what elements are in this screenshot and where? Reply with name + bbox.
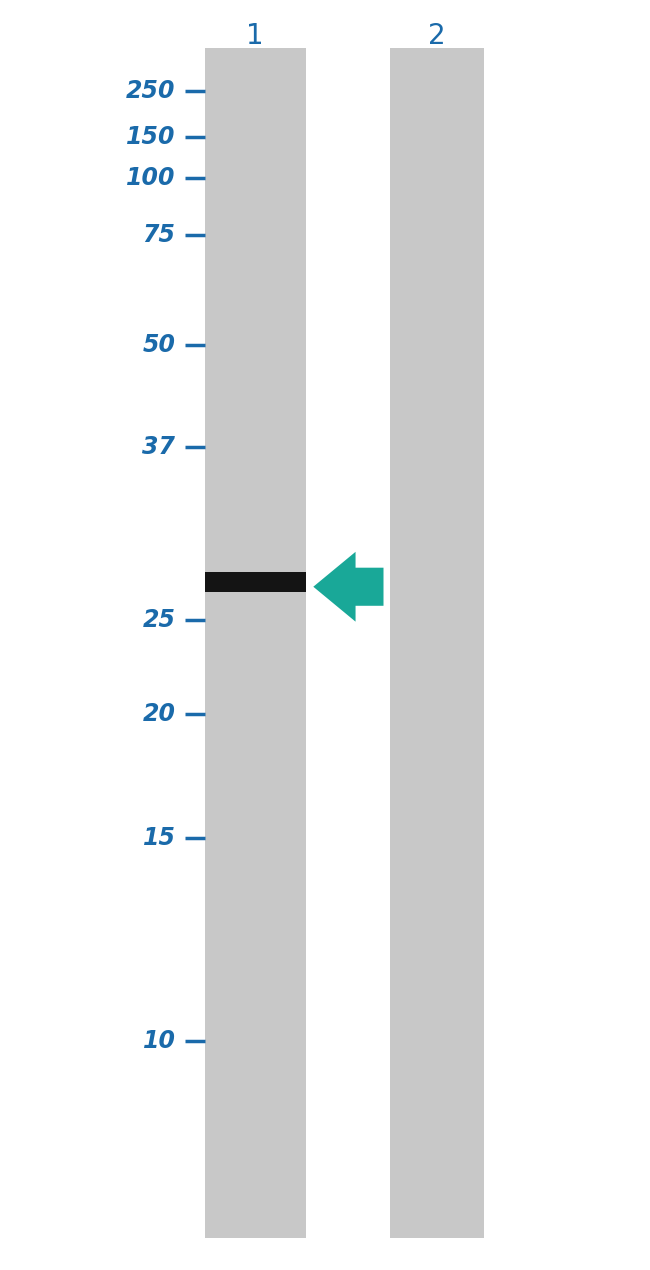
Text: 75: 75	[142, 224, 176, 246]
Text: 1: 1	[246, 22, 264, 50]
Text: 2: 2	[428, 22, 446, 50]
FancyArrow shape	[313, 551, 384, 621]
Bar	[205, 572, 306, 592]
Text: 25: 25	[142, 608, 176, 631]
Bar	[205, 48, 306, 1238]
Bar	[390, 48, 484, 1238]
Text: 15: 15	[142, 827, 176, 850]
Text: 250: 250	[126, 80, 176, 103]
Text: 10: 10	[142, 1030, 176, 1053]
Text: 150: 150	[126, 126, 176, 149]
Text: 37: 37	[142, 436, 176, 458]
Text: 100: 100	[126, 166, 176, 189]
Text: 20: 20	[142, 702, 176, 725]
Text: 50: 50	[142, 334, 176, 357]
